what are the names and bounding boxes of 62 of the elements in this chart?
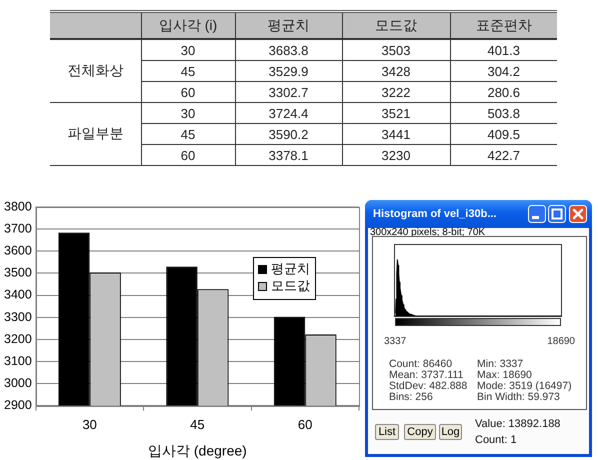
y-tick-label: 3300 — [4, 310, 32, 324]
data-label: 3441 — [342, 124, 450, 144]
text: StdDev: 482.888 — [389, 380, 468, 392]
y-tick-label: 30 — [141, 39, 235, 60]
data-label: 3521 — [342, 102, 450, 124]
button: List — [375, 424, 399, 440]
text: Bins: 256 — [389, 391, 433, 403]
text: 파일부분 — [50, 102, 141, 166]
data-label: 304.2 — [450, 60, 557, 82]
y-axis-title: 입사각 (i) — [141, 12, 235, 39]
text: Max: 18690 — [477, 369, 532, 381]
data-label: 422.7 — [450, 144, 557, 166]
data-label: 503.8 — [450, 102, 557, 124]
chart-title: Histogram of vel_i30b... — [373, 207, 496, 221]
data-label: 409.5 — [450, 124, 557, 144]
data-label: 280.6 — [450, 82, 557, 102]
text: Mode: 3519 (16497) — [477, 380, 572, 392]
y-tick-label: 3500 — [4, 266, 32, 280]
x-tick-label: 모드값 — [342, 12, 450, 39]
button: Copy — [404, 424, 436, 440]
text: 전체화상 — [50, 39, 141, 102]
legend-label: 모드값 — [271, 278, 310, 294]
x-tick-label: 60 — [298, 416, 312, 432]
y-tick-label: 45 — [141, 124, 235, 144]
button: Log — [439, 424, 462, 440]
y-tick-label: 3800 — [4, 199, 32, 214]
data-label: 3590.2 — [235, 124, 342, 144]
data-label: 3302.7 — [235, 82, 342, 102]
y-tick-label: 3600 — [4, 244, 32, 258]
text: Count: 86460 — [389, 358, 452, 370]
y-tick-label: 3700 — [4, 222, 32, 236]
chart-subtitle: 300x240 pixels; 8-bit; 70K — [370, 227, 486, 238]
y-tick-label: 3200 — [4, 332, 32, 346]
y-tick-label: 60 — [141, 144, 235, 166]
y-tick-label: 2900 — [4, 398, 32, 412]
text: Min: 3337 — [477, 358, 524, 370]
data-label: 401.3 — [450, 39, 557, 60]
y-tick-label: 30 — [141, 102, 235, 124]
text: Count: 1 — [475, 434, 517, 446]
x-axis-title: 입사각 (degree) — [148, 442, 247, 458]
data-label: 3683.8 — [235, 39, 342, 60]
x-tick-label: 45 — [190, 416, 205, 432]
x-tick-label: 30 — [82, 416, 97, 432]
y-tick-label: 3000 — [4, 376, 32, 390]
x-tick-label: 3337 — [384, 336, 407, 347]
x-tick-label: 18690 — [547, 336, 576, 347]
data-label: 3222 — [342, 82, 450, 102]
data-label: 3529.9 — [235, 60, 342, 82]
y-tick-label: 3100 — [4, 354, 32, 368]
x-tick-label: 평균치 — [235, 12, 342, 39]
data-label: 3503 — [342, 39, 450, 60]
data-label: 3428 — [342, 60, 450, 82]
data-label: 3378.1 — [235, 144, 342, 166]
y-tick-label: 60 — [141, 82, 235, 102]
data-label: 3724.4 — [235, 102, 342, 124]
legend-label: 평균치 — [271, 261, 310, 276]
y-tick-label: 3400 — [4, 288, 32, 302]
text: Value: 13892.188 — [475, 418, 560, 430]
text: Bin Width: 59.973 — [477, 391, 560, 403]
text: Mean: 3737.111 — [389, 369, 464, 381]
y-tick-label: 45 — [141, 60, 235, 82]
data-label: 3230 — [342, 144, 450, 166]
